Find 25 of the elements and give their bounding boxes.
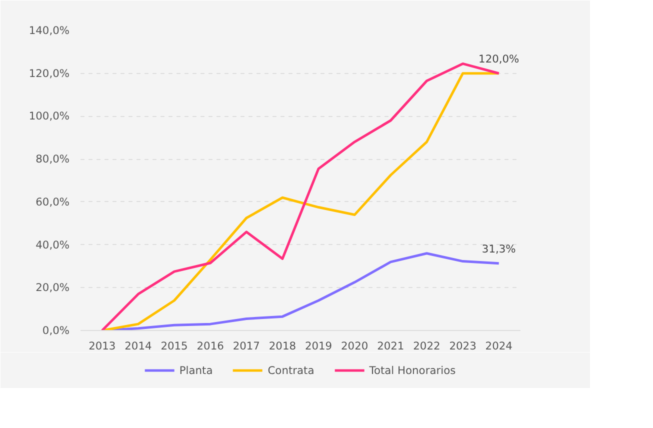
legend-label: Contrata (268, 364, 314, 376)
y-tick-label: 20,0% (36, 281, 70, 294)
x-tick-label: 2020 (341, 340, 368, 352)
x-tick-label: 2019 (304, 340, 332, 352)
y-tick-label: 60,0% (36, 195, 70, 208)
y-tick-label: 0,0% (42, 324, 70, 337)
x-tick-label: 2015 (160, 340, 188, 352)
y-tick-label: 80,0% (36, 152, 70, 166)
legend-label: Planta (179, 364, 213, 376)
x-tick-label: 2014 (124, 340, 152, 352)
x-tick-label: 2016 (196, 340, 224, 352)
y-tick-label: 40,0% (36, 238, 70, 252)
x-tick-label: 2013 (88, 340, 116, 352)
x-tick-label: 2018 (268, 340, 296, 352)
y-tick-label: 120,0% (28, 66, 70, 80)
x-tick-label: 2017 (232, 340, 260, 352)
annotation: 120,0% (478, 52, 520, 66)
x-tick-label: 2024 (485, 340, 513, 352)
x-tick-label: 2021 (377, 340, 404, 352)
y-tick-label: 100,0% (28, 110, 70, 123)
annotation: 31,3% (482, 242, 516, 256)
y-tick-label: 140,0% (28, 24, 70, 37)
x-tick-label: 2023 (449, 340, 476, 352)
legend-label: Total Honorarios (369, 364, 456, 376)
x-tick-label: 2022 (413, 340, 440, 352)
